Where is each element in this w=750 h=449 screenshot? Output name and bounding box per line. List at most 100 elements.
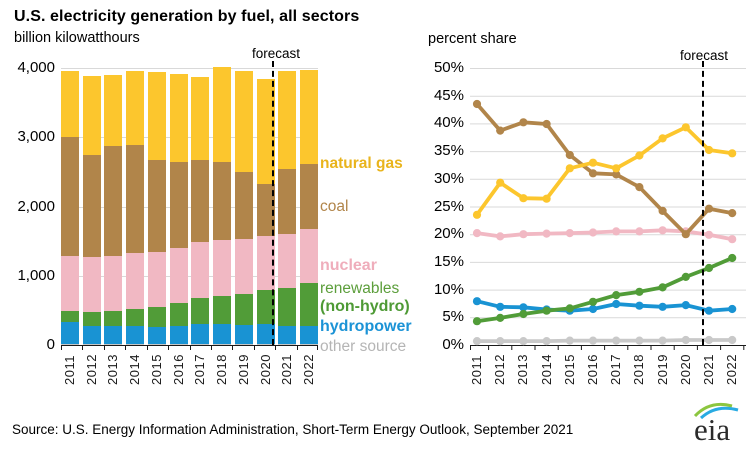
line-other-source xyxy=(477,338,733,344)
point-hydropower-2021 xyxy=(704,306,714,315)
bar-segment-other-source-2011 xyxy=(61,343,79,345)
point-nuclear-2016 xyxy=(588,228,598,237)
bar-segment-coal-2015 xyxy=(147,160,166,252)
x-axis-label-2016: 2016 xyxy=(170,354,186,385)
point-renewables-non-hydro--2021 xyxy=(704,263,714,273)
bar-segment-hydropower-2015 xyxy=(147,327,166,344)
svg-text:eia: eia xyxy=(694,412,730,447)
x-axis-tick xyxy=(296,346,298,350)
bar-segment-hydropower-2012 xyxy=(82,325,101,344)
point-nuclear-2022 xyxy=(728,235,737,244)
bar-2022 xyxy=(300,70,318,345)
legend-other-sources: other source xyxy=(320,338,407,355)
bar-segment-nuclear-2021 xyxy=(278,233,297,289)
point-other-source-2014 xyxy=(542,337,551,346)
x-axis-tick xyxy=(189,346,191,350)
bar-segment-coal-2019 xyxy=(234,171,253,239)
bar-segment-renewables-non-hydro--2011 xyxy=(61,311,79,323)
bar-2020 xyxy=(256,79,275,345)
point-coal-2022 xyxy=(728,209,737,218)
y-axis-tick-label: 0% xyxy=(442,336,464,353)
bar-segment-coal-2021 xyxy=(278,169,297,234)
x-axis-label-2015: 2015 xyxy=(561,354,577,385)
point-other-source-2012 xyxy=(496,337,505,346)
x-axis-label-2019: 2019 xyxy=(654,354,670,385)
bar-segment-nuclear-2014 xyxy=(126,253,145,309)
bar-segment-nuclear-2022 xyxy=(300,229,318,284)
point-other-source-2020 xyxy=(681,335,690,345)
x-axis-label-2011: 2011 xyxy=(469,355,484,385)
bar-2016 xyxy=(169,73,188,345)
x-axis-label-2016: 2016 xyxy=(585,354,600,385)
x-axis-tick xyxy=(210,346,212,350)
point-natural-gas-2015 xyxy=(565,164,574,173)
bar-segment-natural-gas-2022 xyxy=(300,70,318,165)
x-axis-label-2021: 2021 xyxy=(701,354,716,385)
bar-segment-nuclear-2018 xyxy=(213,240,232,296)
forecast-label-left: forecast xyxy=(251,46,300,61)
bar-segment-hydropower-2020 xyxy=(256,324,275,344)
y-axis-tick-label: 10% xyxy=(433,280,464,298)
x-axis-tick xyxy=(61,346,62,350)
bar-segment-other-source-2014 xyxy=(126,343,145,345)
point-other-source-2021 xyxy=(704,335,714,345)
x-axis-label-2017: 2017 xyxy=(192,354,208,385)
point-other-source-2022 xyxy=(728,335,737,345)
point-coal-2012 xyxy=(496,126,505,135)
bar-segment-other-source-2021 xyxy=(278,343,297,345)
y-axis-tick-label: 30% xyxy=(433,169,464,187)
legend-natural-gas: natural gas xyxy=(320,155,403,172)
bar-segment-other-source-2019 xyxy=(234,343,253,345)
gridline-4000 xyxy=(61,68,318,69)
bar-segment-hydropower-2018 xyxy=(213,323,232,344)
bar-segment-coal-2012 xyxy=(82,154,101,258)
point-other-source-2013 xyxy=(519,337,528,346)
point-hydropower-2022 xyxy=(728,304,737,314)
point-hydropower-2011 xyxy=(472,297,482,306)
point-natural-gas-2017 xyxy=(612,164,621,173)
point-hydropower-2019 xyxy=(658,302,667,311)
bar-segment-hydropower-2011 xyxy=(61,322,79,344)
x-axis-label-2014: 2014 xyxy=(127,354,143,385)
y-axis-tick-label: 25% xyxy=(433,197,464,215)
percent-share-line-chart: 2011 2012 2013 2014 2015 2016 2017 2018 2019 2020… xyxy=(469,68,746,385)
bar-2017 xyxy=(191,77,210,345)
point-coal-2011 xyxy=(472,99,482,109)
point-renewables-non-hydro--2014 xyxy=(542,306,551,315)
point-renewables-non-hydro--2012 xyxy=(496,313,505,322)
x-axis-label-2011: 2011 xyxy=(62,355,77,385)
bar-segment-natural-gas-2015 xyxy=(147,71,166,161)
x-axis-tick xyxy=(253,346,255,350)
bar-segment-renewables-non-hydro--2015 xyxy=(147,306,166,327)
bar-segment-coal-2022 xyxy=(300,164,318,230)
gridline-2000 xyxy=(61,206,318,208)
x-axis-label-2014: 2014 xyxy=(538,354,554,385)
point-renewables-non-hydro--2022 xyxy=(728,253,737,263)
y-axis-tick-label: 50% xyxy=(433,59,464,76)
point-natural-gas-2018 xyxy=(635,151,644,160)
bar-segment-renewables-non-hydro--2017 xyxy=(191,297,210,324)
stacked-bar-chart: 2011 2012 2013 2014 2015 2016 2017 2018 2019 2020… xyxy=(61,66,318,385)
point-nuclear-2012 xyxy=(496,232,505,241)
bar-segment-other-source-2022 xyxy=(300,343,318,345)
x-axis-label-2022: 2022 xyxy=(724,354,740,385)
bar-segment-nuclear-2017 xyxy=(191,241,210,298)
point-renewables-non-hydro--2016 xyxy=(588,297,598,306)
x-axis-label-2013: 2013 xyxy=(515,354,531,385)
x-axis-tick xyxy=(232,346,234,350)
source-attribution: Source: U.S. Energy Information Administ… xyxy=(12,422,574,437)
point-coal-2013 xyxy=(519,118,528,127)
bar-segment-coal-2011 xyxy=(61,136,79,256)
bar-segment-nuclear-2016 xyxy=(169,247,188,304)
bar-segment-renewables-non-hydro--2020 xyxy=(256,290,275,325)
bar-segment-hydropower-2022 xyxy=(300,325,318,344)
y-axis-tick-label: 2,000 xyxy=(17,197,55,215)
point-other-source-2018 xyxy=(635,336,644,345)
bar-2011 xyxy=(61,71,79,345)
point-nuclear-2011 xyxy=(472,229,482,238)
bar-segment-other-source-2020 xyxy=(256,343,275,345)
point-natural-gas-2014 xyxy=(542,194,551,203)
bar-segment-nuclear-2020 xyxy=(256,235,275,291)
y-axis-tick-label: 35% xyxy=(433,142,464,160)
